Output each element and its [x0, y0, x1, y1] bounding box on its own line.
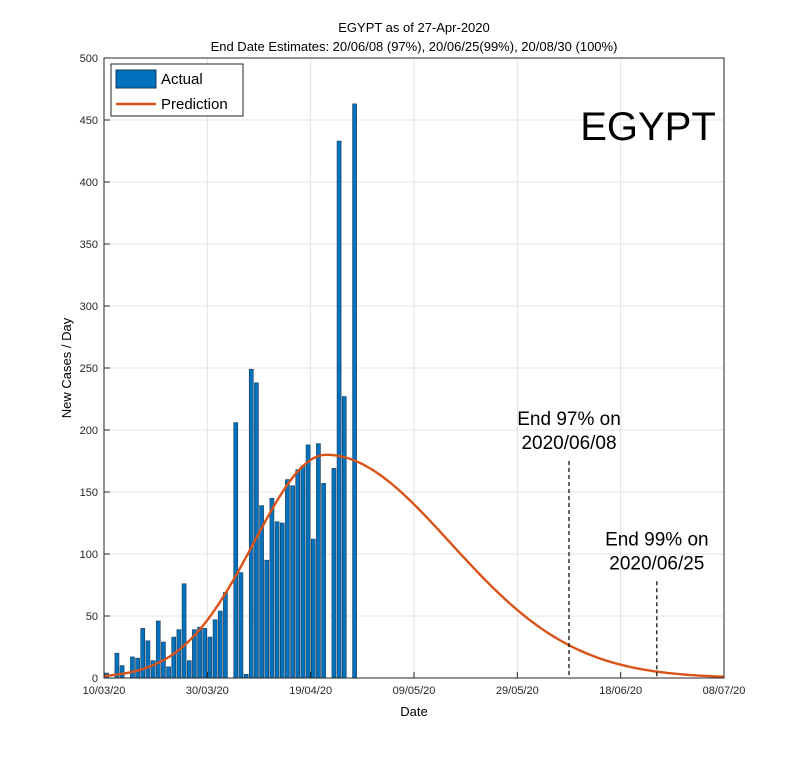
bar-actual	[238, 572, 244, 679]
chart-subtitle: End Date Estimates: 20/06/08 (97%), 20/0…	[211, 39, 618, 54]
bar-actual	[130, 656, 135, 679]
bar-actual	[300, 465, 306, 679]
annotation-layer: End 97% on 2020/06/08 End 99% on 2020/06/25	[517, 409, 709, 678]
y-tick-label: 0	[92, 673, 98, 685]
bar-actual	[341, 396, 347, 679]
y-tick-label: 50	[86, 611, 98, 623]
bar-actual	[243, 673, 249, 679]
x-tick-label: 30/03/20	[186, 685, 229, 697]
end-date-annotation-text: End 99% on	[605, 529, 709, 550]
bar-actual	[290, 485, 295, 679]
bar-actual	[202, 628, 208, 679]
bar-actual	[321, 483, 326, 679]
end-date-annotation-text: 2020/06/25	[609, 553, 704, 574]
bar-actual	[223, 592, 228, 679]
x-tick-label: 18/06/20	[599, 685, 642, 697]
y-tick-label: 200	[80, 425, 98, 437]
bar-actual	[254, 382, 259, 679]
y-tick-label: 500	[80, 53, 98, 65]
x-tick-label: 29/05/20	[496, 685, 539, 697]
y-axis-label: New Cases / Day	[59, 317, 74, 418]
y-tick-label: 450	[80, 115, 98, 127]
country-watermark: EGYPT	[580, 105, 716, 149]
y-tick-label: 350	[80, 239, 98, 251]
bar-actual	[295, 469, 301, 679]
x-tick-label: 19/04/20	[289, 685, 332, 697]
bar-actual	[279, 522, 285, 679]
y-tick-label: 400	[80, 177, 98, 189]
legend-prediction-label: Prediction	[161, 96, 228, 113]
x-axis-label: Date	[400, 704, 427, 719]
bar-actual	[269, 497, 275, 679]
bar-actual	[207, 636, 213, 679]
bar-actual	[316, 443, 321, 679]
bar-actual	[331, 468, 337, 679]
end-date-annotation-text: 2020/06/08	[521, 433, 616, 454]
end-date-annotation-text: End 97% on	[517, 409, 621, 430]
x-tick-layer: 10/03/20 30/03/20 19/04/20 09/05/20 29/05/20…	[83, 672, 746, 697]
y-tick-label: 250	[80, 363, 98, 375]
bar-actual	[352, 103, 357, 679]
bar-actual	[145, 640, 151, 679]
bar-actual	[135, 657, 140, 679]
chart-title: EGYPT as of 27-Apr-2020	[338, 20, 490, 35]
bar-actual	[181, 583, 187, 679]
y-tick-label: 300	[80, 301, 98, 313]
bar-actual	[155, 620, 161, 679]
bar-actual	[119, 665, 125, 679]
bar-actual	[336, 140, 342, 679]
x-tick-label: 08/07/20	[703, 685, 746, 697]
prediction-line-layer	[103, 453, 725, 678]
bar-actual	[310, 538, 316, 679]
bar-actual	[274, 521, 280, 679]
bar-actual	[248, 368, 254, 679]
bar-actual	[197, 626, 202, 679]
x-tick-label: 09/05/20	[393, 685, 436, 697]
prediction-line	[103, 453, 725, 678]
bars-layer	[104, 103, 357, 679]
y-tick-label: 150	[80, 487, 98, 499]
bar-actual	[217, 610, 223, 679]
y-tick-layer: 0 50 100 150 200 250 300 350 400 450 500	[80, 53, 110, 685]
bar-actual	[150, 660, 156, 679]
legend: Actual Prediction	[110, 63, 244, 117]
bar-actual	[166, 666, 171, 679]
legend-actual-swatch	[115, 69, 157, 89]
bar-actual	[176, 629, 182, 679]
bar-actual	[233, 422, 239, 679]
bar-actual	[186, 660, 192, 679]
bar-actual	[264, 559, 270, 679]
bar-actual	[285, 479, 290, 679]
legend-actual-label: Actual	[161, 71, 203, 88]
y-tick-label: 100	[80, 549, 98, 561]
x-tick-label: 10/03/20	[83, 685, 126, 697]
bar-actual	[305, 444, 311, 679]
bar-actual	[171, 636, 177, 679]
bar-actual	[212, 619, 218, 679]
